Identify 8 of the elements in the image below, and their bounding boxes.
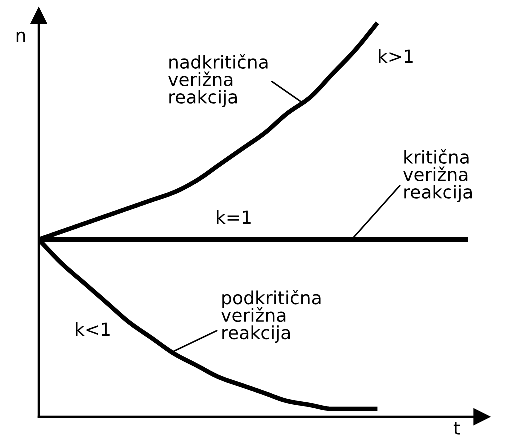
annotation: nadkritična verižna reakcija [168,54,268,108]
annotation: kritična verižna reakcija [404,149,472,202]
series-label: k=1 [217,210,251,224]
series-label: k<1 [76,322,110,336]
annotation: podkritična verižna reakcija [222,290,321,344]
x-axis-title: t [454,422,460,435]
series-label: k>1 [379,49,413,63]
y-axis-title: n [16,32,26,42]
